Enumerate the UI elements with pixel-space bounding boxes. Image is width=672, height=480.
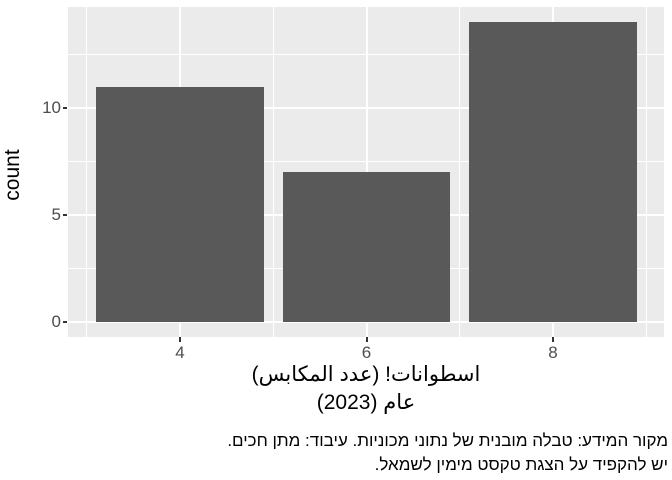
x-tick-mark xyxy=(552,337,554,342)
bar-x4 xyxy=(96,86,264,322)
x-tick-label: 8 xyxy=(548,343,558,362)
y-tick-label: 0 xyxy=(51,312,61,331)
caption-line2: יש להקפיד על הצגת טקסט מימין לשמאל. xyxy=(374,455,668,474)
major-gridline-x xyxy=(365,7,368,337)
y-axis-title: count xyxy=(1,149,24,201)
minor-gridline-x xyxy=(86,7,88,337)
y-tick-mark xyxy=(63,321,67,323)
x-axis-title: اسطوانات! (عدد المكابس) عام (2023) xyxy=(68,361,664,417)
y-tick-mark xyxy=(63,214,67,216)
plot-panel xyxy=(68,7,664,337)
x-axis-title-line1: اسطوانات! (عدد المكابس) xyxy=(251,363,481,386)
caption-line1: מקור המידע: טבלה מובנית של נתוני מכוניות… xyxy=(227,431,668,450)
x-tick-label: 6 xyxy=(361,343,372,362)
minor-gridline-x xyxy=(459,7,461,337)
bar-x6 xyxy=(282,172,451,322)
minor-gridline-x xyxy=(645,7,647,337)
y-tick-label: 10 xyxy=(42,98,61,117)
x-tick-mark xyxy=(179,337,181,342)
x-axis-title-line2: عام (2023) xyxy=(316,391,416,414)
minor-gridline-x xyxy=(272,7,274,337)
y-tick-mark xyxy=(63,107,67,109)
y-tick-label: 5 xyxy=(51,205,61,224)
caption: מקור המידע: טבלה מובנית של נתוני מכוניות… xyxy=(48,429,668,477)
bar-x8 xyxy=(469,22,637,322)
x-tick-label: 4 xyxy=(175,343,185,362)
x-tick-mark xyxy=(365,337,368,342)
